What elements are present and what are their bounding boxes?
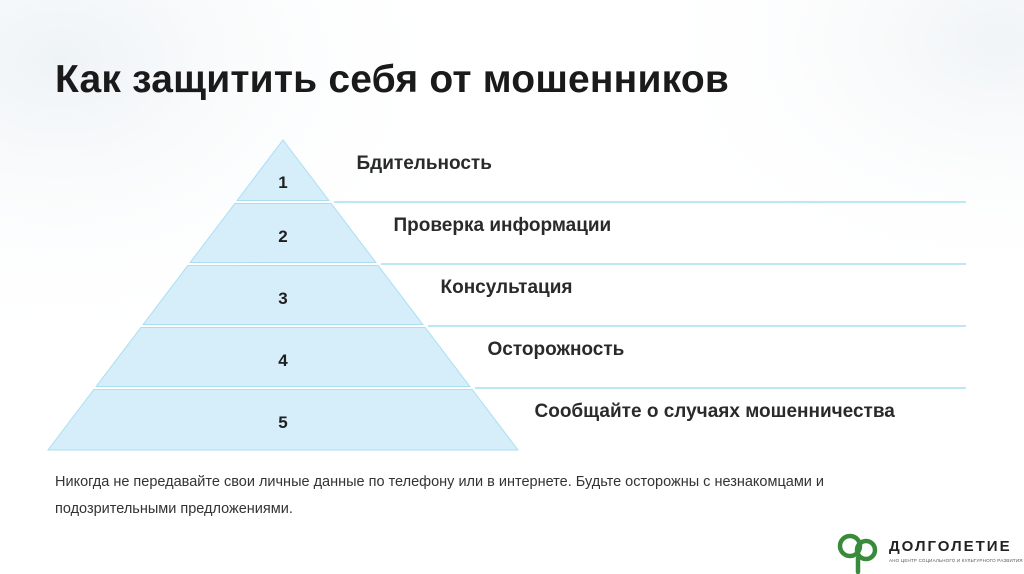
pyramid-level-number: 5 xyxy=(278,413,287,432)
logo-subtitle: АНО ЦЕНТР СОЦИАЛЬНОГО И КУЛЬТУРНОГО РАЗВ… xyxy=(889,558,1023,563)
pyramid-level-3 xyxy=(142,265,424,325)
pyramid-level-2 xyxy=(189,203,377,263)
pyramid-level-label: Консультация xyxy=(441,277,573,298)
pyramid-level-label: Осторожность xyxy=(488,339,625,360)
pyramid-level-label: Проверка информации xyxy=(394,215,612,236)
logo-name: ДОЛГОЛЕТИЕ xyxy=(889,538,1012,555)
page-title: Как защитить себя от мошенников xyxy=(55,58,730,101)
pyramid-level-label: Бдительность xyxy=(357,153,492,174)
pyramid-level-number: 4 xyxy=(278,351,288,370)
pyramid-level-5 xyxy=(46,389,520,451)
tree-leaf-icon xyxy=(837,533,878,574)
pyramid-level-label: Сообщайте о случаях мошенничества xyxy=(535,401,896,422)
organization-logo: ДОЛГОЛЕТИЕ АНО ЦЕНТР СОЦИАЛЬНОГО И КУЛЬТ… xyxy=(834,528,1024,574)
pyramid-level-number: 3 xyxy=(278,289,287,308)
pyramid-level-number: 1 xyxy=(278,173,287,192)
pyramid-level-1 xyxy=(236,139,330,201)
pyramid-level-number: 2 xyxy=(278,227,287,246)
advice-note: Никогда не передавайте свои личные данны… xyxy=(55,474,825,517)
pyramid-level-4 xyxy=(95,327,471,387)
